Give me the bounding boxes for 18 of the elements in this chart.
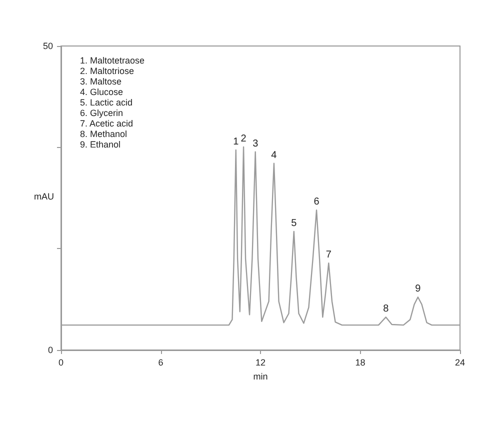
x-tick-label: 18 [355, 358, 366, 368]
annotation: 4 [271, 150, 278, 161]
annotation: 7 [326, 250, 332, 261]
x-tick-label: 12 [255, 358, 266, 368]
y-axis-title: mAU [34, 192, 54, 202]
annotation: 6 [314, 196, 320, 208]
annotation: 9 [415, 284, 422, 295]
x-tick-label: 0 [58, 358, 64, 368]
x-axis-title: min [253, 372, 268, 382]
annotation: 3 [252, 138, 259, 150]
annotation: 5 [291, 218, 298, 229]
annotation: 1 [233, 136, 240, 148]
annotation: 8 [383, 304, 390, 315]
y-tick-label: 50 [42, 41, 53, 51]
x-tick-label: 24 [454, 358, 466, 368]
text: 1. Maltotetraose 2. Maltotriose 3. Maltose 4. Glucose 5. Lactic acid 6. Glycerin 7. Acetic acid 8. Methanol 9. Ethanol [80, 55, 145, 150]
annotation: 2 [240, 133, 247, 144]
x-tick-label: 6 [158, 358, 164, 368]
